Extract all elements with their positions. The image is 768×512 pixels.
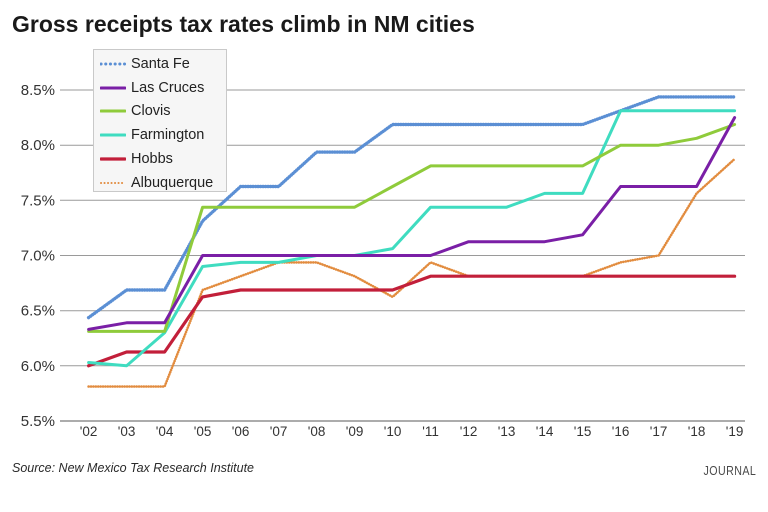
svg-text:'13: '13 [498,424,516,439]
svg-text:6.0%: 6.0% [21,358,55,375]
svg-text:'04: '04 [156,424,174,439]
svg-text:'11: '11 [422,424,439,439]
svg-text:'08: '08 [308,424,326,439]
svg-text:'02: '02 [80,424,98,439]
svg-text:'09: '09 [346,424,364,439]
svg-text:7.0%: 7.0% [21,248,55,265]
svg-text:'03: '03 [118,424,136,439]
svg-text:8.0%: 8.0% [21,137,55,154]
svg-text:'12: '12 [460,424,478,439]
svg-text:6.5%: 6.5% [21,303,55,320]
svg-text:'18: '18 [688,424,706,439]
svg-text:'17: '17 [650,424,668,439]
svg-text:'06: '06 [232,424,250,439]
svg-text:'14: '14 [536,424,554,439]
svg-text:7.5%: 7.5% [21,192,55,209]
svg-text:8.5%: 8.5% [21,82,55,99]
svg-text:'10: '10 [384,424,402,439]
svg-text:'16: '16 [612,424,630,439]
svg-text:'19: '19 [726,424,744,439]
svg-text:5.5%: 5.5% [21,413,55,430]
svg-text:'15: '15 [574,424,592,439]
svg-text:'07: '07 [270,424,288,439]
svg-text:'05: '05 [194,424,212,439]
